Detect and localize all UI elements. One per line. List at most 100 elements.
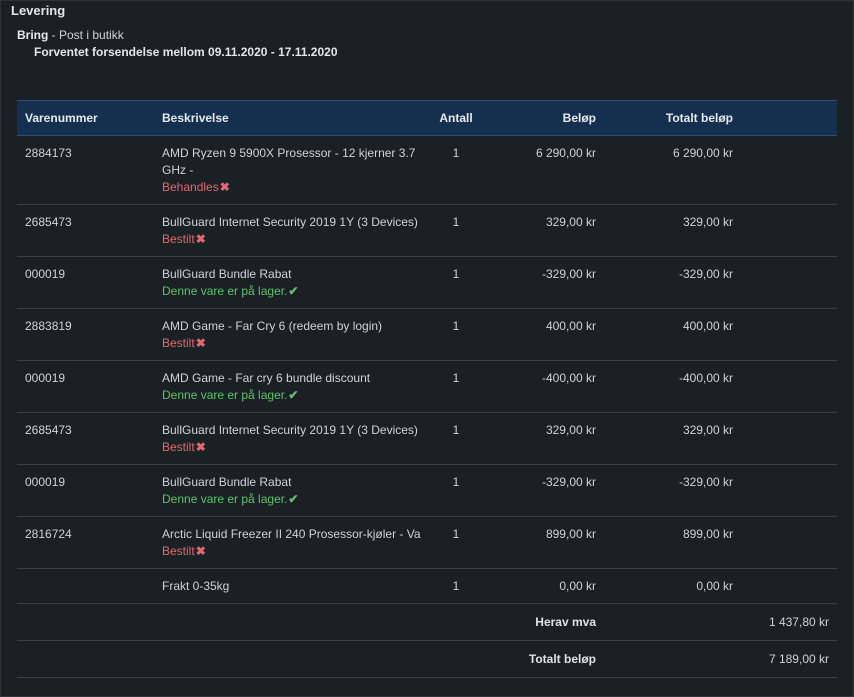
cell-amount: -329,00 kr	[475, 256, 604, 309]
item-status: Bestilt✖	[162, 335, 429, 352]
cell-spacer	[741, 360, 837, 413]
cell-description: BullGuard Internet Security 2019 1Y (3 D…	[154, 412, 437, 465]
cell-amount: 329,00 kr	[475, 204, 604, 257]
carrier-name: Bring	[17, 28, 49, 42]
item-description: AMD Game - Far cry 6 bundle discount	[162, 371, 371, 385]
cell-amount: 6 290,00 kr	[475, 135, 604, 205]
cell-description: AMD Ryzen 9 5900X Prosessor - 12 kjerner…	[154, 135, 437, 205]
item-status-text: Denne vare er på lager.	[162, 388, 288, 402]
table-row: 000019 AMD Game - Far cry 6 bundle disco…	[17, 360, 837, 413]
item-status: Bestilt✖	[162, 543, 429, 560]
item-status: Denne vare er på lager.✔	[162, 491, 429, 508]
cell-item-number: 000019	[17, 256, 154, 309]
cell-spacer	[741, 256, 837, 309]
cell-amount: -400,00 kr	[475, 360, 604, 413]
cell-amount: 899,00 kr	[475, 516, 604, 569]
item-status-text: Behandles	[162, 180, 219, 194]
item-description: BullGuard Internet Security 2019 1Y (3 D…	[162, 215, 418, 229]
cell-item-number: 2816724	[17, 516, 154, 569]
cell-total: -329,00 kr	[604, 464, 741, 517]
table-header-row: Varenummer Beskrivelse Antall Beløp Tota…	[17, 100, 837, 136]
cell-description: Frakt 0-35kg	[154, 568, 437, 604]
item-description: AMD Game - Far Cry 6 (redeem by login)	[162, 319, 383, 333]
cell-total: -329,00 kr	[604, 256, 741, 309]
col-header-total: Totalt beløp	[604, 100, 741, 136]
cell-total: 6 290,00 kr	[604, 135, 741, 205]
cross-icon: ✖	[195, 440, 206, 454]
cell-spacer	[741, 412, 837, 465]
section-title: Levering	[11, 3, 66, 18]
cell-item-number: 2685473	[17, 204, 154, 257]
carrier-info: Bring - Post i butikk	[17, 28, 124, 42]
cell-item-number: 2883819	[17, 308, 154, 361]
col-header-description: Beskrivelse	[154, 100, 437, 136]
cell-quantity: 1	[437, 516, 475, 569]
cell-description: BullGuard Bundle Rabat Denne vare er på …	[154, 256, 437, 309]
col-header-number: Varenummer	[17, 100, 154, 136]
cell-total: 329,00 kr	[604, 204, 741, 257]
cell-total: 0,00 kr	[604, 568, 741, 604]
cross-icon: ✖	[195, 336, 206, 350]
cell-quantity: 1	[437, 568, 475, 604]
item-description: BullGuard Internet Security 2019 1Y (3 D…	[162, 423, 418, 437]
cell-description: BullGuard Bundle Rabat Denne vare er på …	[154, 464, 437, 517]
item-description: BullGuard Bundle Rabat	[162, 475, 292, 489]
item-description: Arctic Liquid Freezer II 240 Prosessor-k…	[162, 527, 421, 541]
table-row: 2685473 BullGuard Internet Security 2019…	[17, 412, 837, 465]
check-icon: ✔	[288, 284, 299, 298]
item-status-text: Bestilt	[162, 232, 195, 246]
item-status-text: Bestilt	[162, 440, 195, 454]
item-status-text: Denne vare er på lager.	[162, 284, 288, 298]
table-row: 2884173 AMD Ryzen 9 5900X Prosessor - 12…	[17, 135, 837, 205]
table-row: 2883819 AMD Game - Far Cry 6 (redeem by …	[17, 308, 837, 361]
item-status-text: Bestilt	[162, 544, 195, 558]
item-status: Denne vare er på lager.✔	[162, 387, 429, 404]
summary-value: 1 437,80 kr	[604, 603, 837, 641]
col-header-quantity: Antall	[437, 100, 475, 136]
summary-label: Herav mva	[17, 603, 604, 641]
cell-spacer	[741, 464, 837, 517]
cross-icon: ✖	[219, 180, 230, 194]
cell-item-number: 2884173	[17, 135, 154, 205]
cell-amount: -329,00 kr	[475, 464, 604, 517]
cell-amount: 400,00 kr	[475, 308, 604, 361]
cell-quantity: 1	[437, 256, 475, 309]
item-description: BullGuard Bundle Rabat	[162, 267, 292, 281]
item-status-text: Bestilt	[162, 336, 195, 350]
cell-description: Arctic Liquid Freezer II 240 Prosessor-k…	[154, 516, 437, 569]
cell-quantity: 1	[437, 308, 475, 361]
check-icon: ✔	[288, 388, 299, 402]
item-status: Bestilt✖	[162, 231, 429, 248]
cross-icon: ✖	[195, 232, 206, 246]
summary-label: Totalt beløp	[17, 640, 604, 678]
cell-quantity: 1	[437, 204, 475, 257]
cell-total: 329,00 kr	[604, 412, 741, 465]
item-status: Bestilt✖	[162, 439, 429, 456]
summary-value: 7 189,00 kr	[604, 640, 837, 678]
cell-spacer	[741, 308, 837, 361]
cell-item-number: 000019	[17, 464, 154, 517]
cell-spacer	[741, 568, 837, 604]
cell-total: 899,00 kr	[604, 516, 741, 569]
table-row: 2685473 BullGuard Internet Security 2019…	[17, 204, 837, 257]
summary-row-grand-total: Totalt beløp 7 189,00 kr	[17, 640, 837, 678]
shipping-window: Forventet forsendelse mellom 09.11.2020 …	[34, 45, 338, 59]
cross-icon: ✖	[195, 544, 206, 558]
item-status: Denne vare er på lager.✔	[162, 283, 429, 300]
cell-amount: 329,00 kr	[475, 412, 604, 465]
cell-quantity: 1	[437, 464, 475, 517]
item-description: AMD Ryzen 9 5900X Prosessor - 12 kjerner…	[162, 146, 416, 177]
item-status: Behandles✖	[162, 179, 429, 196]
order-lines-table: Varenummer Beskrivelse Antall Beløp Tota…	[17, 100, 837, 678]
cell-total: -400,00 kr	[604, 360, 741, 413]
cell-amount: 0,00 kr	[475, 568, 604, 604]
cell-quantity: 1	[437, 412, 475, 465]
cell-quantity: 1	[437, 360, 475, 413]
col-header-spacer	[741, 100, 837, 136]
table-row: 000019 BullGuard Bundle Rabat Denne vare…	[17, 256, 837, 309]
cell-description: AMD Game - Far cry 6 bundle discount Den…	[154, 360, 437, 413]
cell-item-number	[17, 568, 154, 604]
cell-spacer	[741, 516, 837, 569]
table-row: 2816724 Arctic Liquid Freezer II 240 Pro…	[17, 516, 837, 569]
summary-row-vat: Herav mva 1 437,80 kr	[17, 603, 837, 641]
